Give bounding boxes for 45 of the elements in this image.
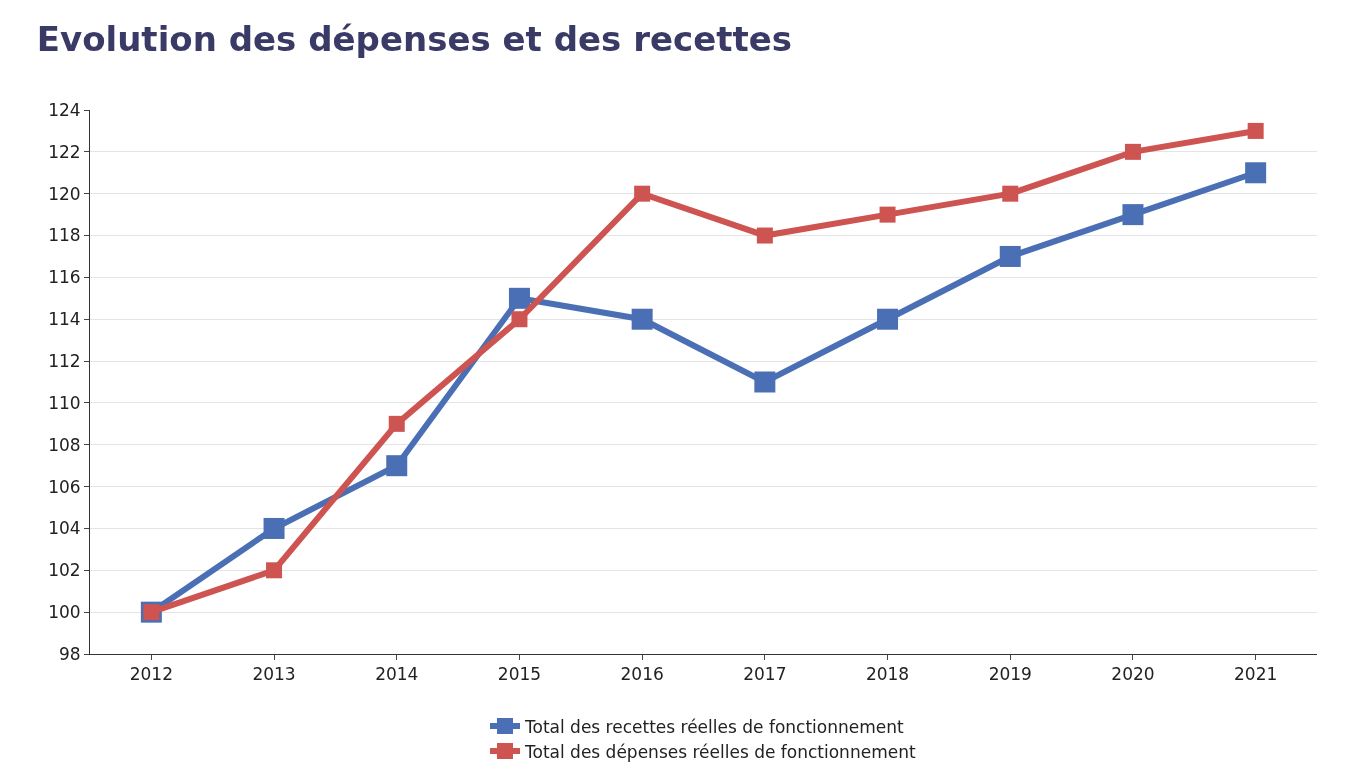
point [999, 245, 1021, 267]
point [631, 308, 653, 330]
chart-title: Evolution des dépenses et des recettes [36, 19, 793, 60]
point [877, 308, 899, 330]
y-tick-label: 98 [58, 643, 81, 664]
point [1247, 122, 1264, 139]
point [1002, 185, 1019, 202]
point [1122, 204, 1144, 226]
y-tick-label: 102 [48, 560, 81, 581]
x-tick-label: 2017 [743, 664, 787, 685]
y-tick-label: 124 [48, 99, 81, 120]
y-tick-label: 116 [48, 267, 81, 288]
y-tick-label: 118 [48, 225, 81, 246]
point [386, 455, 408, 477]
point [266, 562, 283, 579]
x-tick-label: 2020 [1111, 664, 1155, 685]
point [756, 227, 773, 244]
point [388, 415, 405, 432]
legend-label: Total des recettes réelles de fonctionnement [524, 716, 904, 737]
point [1245, 162, 1267, 184]
x-tick-label: 2014 [375, 664, 419, 685]
y-tick-label: 106 [48, 476, 81, 497]
point [634, 185, 651, 202]
y-tick-label: 122 [48, 141, 81, 162]
legend-label: Total des dépenses réelles de fonctionnement [524, 741, 916, 762]
y-tick-label: 100 [48, 602, 81, 623]
point [754, 371, 776, 393]
y-tick-label: 114 [48, 309, 81, 330]
y-tick-label: 108 [48, 434, 81, 455]
x-tick-label: 2013 [252, 664, 296, 685]
point [879, 206, 896, 223]
x-tick-label: 2021 [1234, 664, 1278, 685]
point [511, 311, 528, 328]
y-tick-label: 112 [48, 351, 81, 372]
y-tick-label: 104 [48, 518, 81, 539]
y-tick-label: 120 [48, 183, 81, 204]
x-tick-label: 2019 [988, 664, 1032, 685]
x-tick-label: 2015 [497, 664, 542, 685]
x-tick-label: 2018 [865, 664, 910, 685]
x-tick-label: 2016 [620, 664, 664, 685]
x-tick-label: 2012 [129, 664, 173, 685]
y-tick-label: 110 [48, 392, 81, 413]
point [508, 287, 530, 309]
point [263, 517, 285, 539]
point [1124, 143, 1141, 160]
